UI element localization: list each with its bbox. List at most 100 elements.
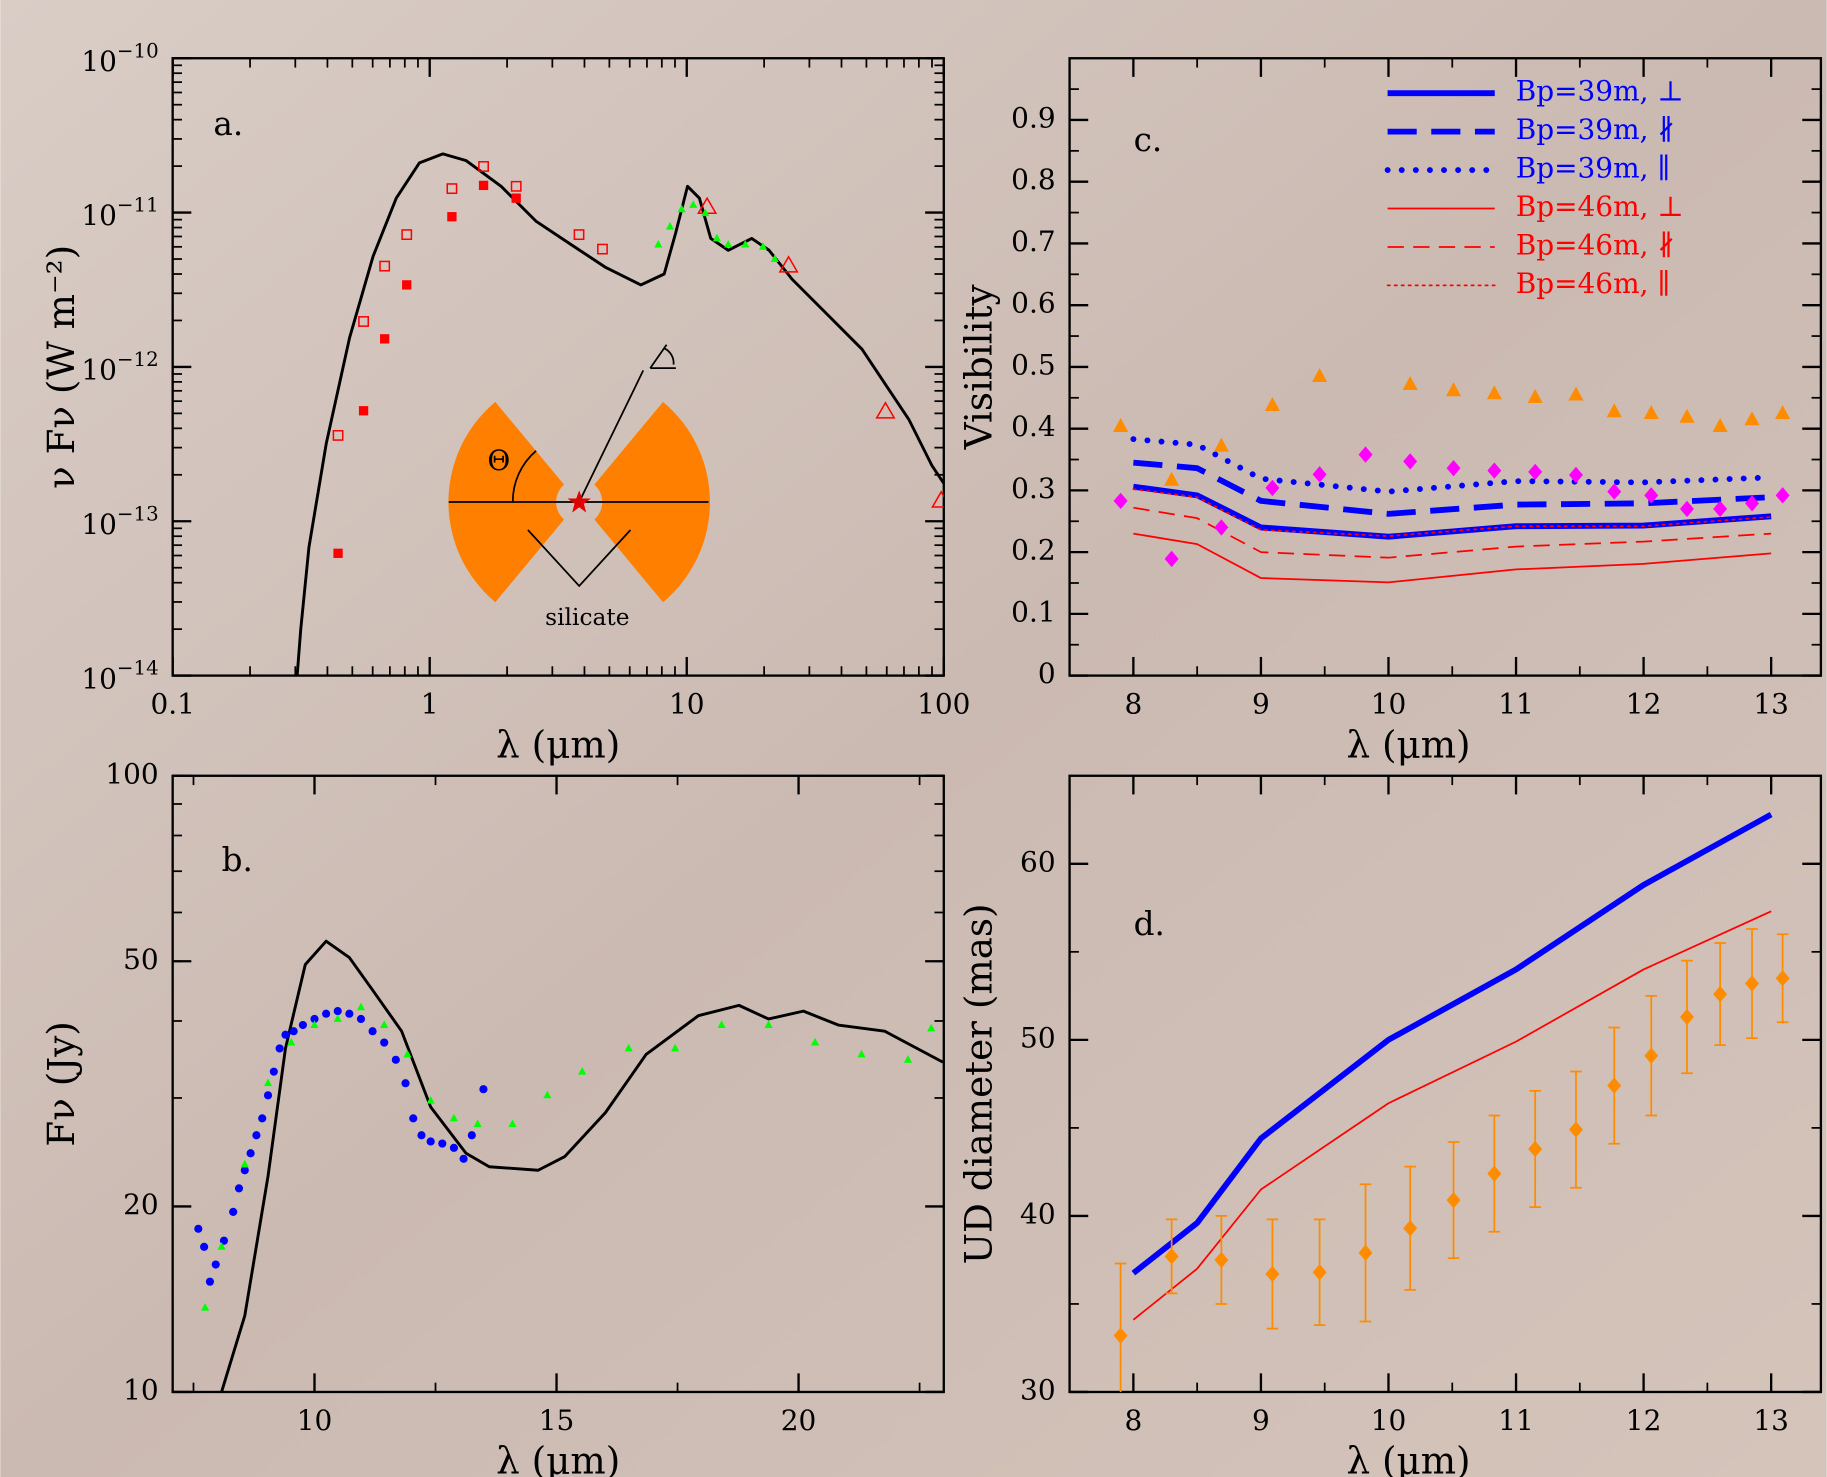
- x-tick-label: 10: [1371, 1404, 1407, 1437]
- legend-label: Bp=39m, ∥: [1516, 152, 1671, 185]
- marker: [402, 280, 412, 290]
- marker: [310, 1014, 319, 1024]
- marker: [246, 1149, 255, 1158]
- panel: 10 15 20 10 20 50 100 b. λ (μm) Fν (Jy): [39, 757, 945, 1477]
- x-tick-label: 15: [539, 1404, 575, 1437]
- plot-frame: [1068, 774, 1823, 1394]
- marker: [1445, 382, 1462, 397]
- marker: [1446, 460, 1461, 477]
- series-line: [1131, 811, 1773, 1276]
- marker: [417, 1131, 426, 1140]
- marker: [401, 1079, 410, 1088]
- line-of-sight: [578, 370, 645, 503]
- observer-eye: [649, 344, 676, 369]
- series-line: [1133, 506, 1772, 559]
- panel-label: d.: [1134, 905, 1165, 943]
- x-tick-label: 13: [1753, 1404, 1789, 1437]
- marker: [298, 1020, 307, 1030]
- marker: [1775, 405, 1791, 420]
- x-tick-label: 1: [421, 687, 439, 720]
- marker: [356, 1014, 366, 1024]
- marker: [931, 490, 944, 508]
- legend-label: Bp=39m, ⊥: [1516, 75, 1684, 108]
- marker: [1486, 385, 1502, 400]
- y-tick-label: 30: [1020, 1373, 1056, 1406]
- marker: [345, 1009, 354, 1018]
- marker: [1265, 479, 1280, 497]
- marker: [770, 254, 779, 262]
- marker: [438, 1139, 447, 1148]
- marker: [1487, 1165, 1502, 1182]
- marker: [1213, 437, 1229, 452]
- y-tick-label: 0.1: [1011, 595, 1055, 628]
- marker: [275, 1044, 284, 1053]
- series-line: [1133, 532, 1772, 584]
- marker: [665, 222, 675, 230]
- y-tick-label: 10−10: [81, 39, 158, 78]
- y-tick-label: 0.9: [1011, 101, 1055, 134]
- marker: [1775, 970, 1790, 987]
- marker: [573, 229, 585, 241]
- marker: [200, 1242, 209, 1251]
- marker: [459, 1154, 468, 1163]
- data-layer: [194, 939, 944, 1392]
- x-tick-label: 9: [1252, 687, 1270, 720]
- series-line: [1130, 436, 1775, 495]
- marker: [1713, 985, 1728, 1003]
- marker: [1358, 1244, 1373, 1262]
- marker: [263, 1091, 273, 1100]
- marker: [252, 1131, 261, 1140]
- marker: [449, 1143, 458, 1152]
- angle-label: Θ: [487, 444, 510, 477]
- marker: [1775, 487, 1790, 504]
- marker: [1312, 1264, 1327, 1281]
- marker: [368, 1027, 377, 1036]
- marker: [1712, 418, 1728, 433]
- marker: [1679, 1008, 1694, 1026]
- marker: [1527, 389, 1543, 403]
- panel-label: b.: [222, 841, 253, 879]
- x-tick-label: 100: [917, 687, 970, 720]
- series-line: [295, 152, 944, 676]
- marker: [510, 180, 522, 192]
- marker: [1312, 368, 1328, 383]
- marker: [380, 1020, 389, 1028]
- marker: [281, 1030, 290, 1039]
- marker: [857, 1049, 866, 1058]
- marker: [1403, 453, 1418, 470]
- marker: [1679, 500, 1694, 518]
- marker: [219, 1236, 229, 1245]
- panel-label: a.: [213, 105, 243, 143]
- marker: [1264, 397, 1280, 412]
- y-tick-label: 10−14: [81, 656, 158, 695]
- x-tick-label: 12: [1626, 1404, 1662, 1437]
- marker: [1606, 403, 1622, 418]
- marker: [654, 239, 663, 248]
- marker: [240, 1166, 249, 1175]
- marker: [205, 1277, 215, 1286]
- marker: [1744, 411, 1760, 426]
- marker: [240, 1159, 249, 1168]
- marker: [758, 242, 768, 250]
- marker: [543, 1090, 552, 1099]
- marker: [597, 243, 608, 255]
- x-tick-label: 8: [1124, 1404, 1142, 1437]
- marker: [1713, 500, 1728, 518]
- y-tick-label: 50: [1020, 1021, 1056, 1054]
- panel: 0.1 1 10 100 10−10 10−11 10−12 10−13 10−14 a. λ (μ…: [39, 39, 971, 767]
- x-tick-label: 10: [1371, 687, 1407, 720]
- y-tick-label: 0.2: [1011, 534, 1055, 567]
- x-axis-label: λ (μm): [1346, 1439, 1470, 1477]
- y-axis-label: ν Fν (W m⁻²): [39, 245, 83, 489]
- marker: [1164, 1248, 1179, 1265]
- marker: [717, 1020, 726, 1028]
- x-tick-label: 13: [1753, 687, 1789, 720]
- marker: [403, 1049, 412, 1058]
- marker: [358, 316, 369, 327]
- legend-label: Bp=46m, ∦: [1516, 228, 1675, 261]
- marker: [1164, 550, 1179, 568]
- series-line: [220, 939, 944, 1392]
- marker: [478, 180, 489, 191]
- marker: [379, 260, 391, 272]
- marker: [258, 1114, 267, 1123]
